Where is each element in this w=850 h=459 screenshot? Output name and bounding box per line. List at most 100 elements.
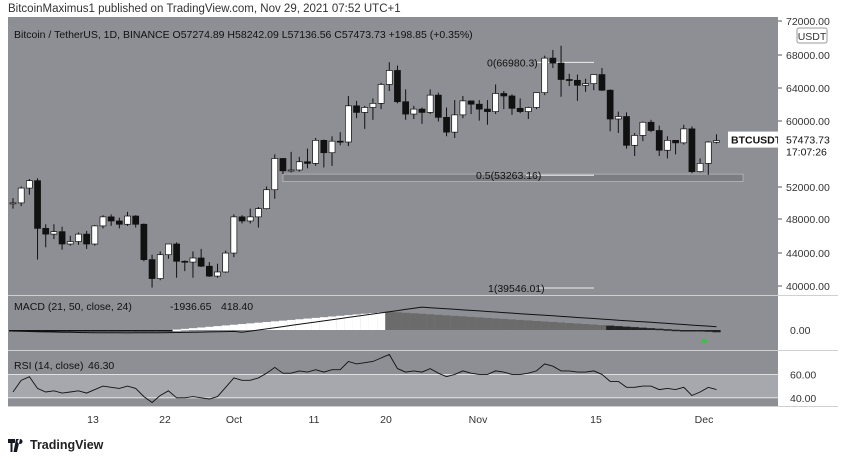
candle-down [197, 257, 205, 267]
publish-line: BitcoinMaximus1 published on TradingView… [8, 3, 401, 15]
candle-up [328, 140, 336, 154]
macd-histogram-bar [172, 329, 181, 332]
candle-down [132, 215, 140, 225]
fib-label: 0(66980.3) [487, 57, 538, 69]
last-price-symbol: BTCUSDT [731, 135, 782, 147]
candle-up [124, 215, 131, 225]
candle-up [295, 161, 303, 171]
candle-up [377, 84, 385, 104]
macd-histogram-bar [507, 319, 517, 330]
macd-histogram-bar [434, 314, 443, 330]
candle-down [205, 265, 213, 277]
candle-down [173, 243, 180, 262]
macd-histogram-bar [90, 330, 99, 332]
macd-histogram-bar [516, 319, 525, 330]
candle-up [9, 202, 17, 205]
candle-down [435, 94, 442, 118]
fib-label: 1(39546.01) [488, 283, 545, 295]
time-axis-label: 13 [87, 414, 99, 426]
candle-down [500, 93, 508, 97]
macd-histogram-bar [712, 330, 721, 333]
candle-up [582, 83, 589, 86]
macd-histogram-bar [581, 324, 590, 330]
macd-histogram-bar [696, 330, 705, 332]
candle-up [631, 135, 639, 146]
macd-histogram-bar [638, 327, 648, 330]
price-tick-label: 48000.00 [786, 214, 830, 226]
candle-up [263, 189, 270, 209]
macd-histogram-bar [687, 330, 697, 332]
tradingview-logo[interactable]: TradingView [8, 436, 103, 454]
price-tick-label: 44000.00 [786, 248, 830, 260]
candle-up [385, 70, 393, 85]
candle-up [680, 128, 688, 144]
candle-up [541, 57, 549, 94]
macd-histogram-bar [532, 320, 541, 330]
candle-up [222, 252, 230, 273]
candle-down [115, 220, 123, 225]
macd-histogram-bar [115, 330, 124, 332]
candle-down [107, 216, 115, 222]
candle-up [287, 169, 295, 172]
macd-histogram-bar [442, 315, 451, 330]
time-axis-label: Dec [695, 414, 714, 426]
candle-up [713, 140, 720, 143]
time-axis-label: 22 [159, 414, 171, 426]
rsi-axis-label: 40.00 [790, 393, 816, 405]
time-axis-label: Nov [469, 414, 488, 426]
candle-down [181, 260, 189, 263]
macd-histogram-bar [663, 329, 672, 331]
currency-badge-label: USDT [798, 31, 827, 43]
time-axis-label: Oct [226, 414, 242, 426]
candle-up [492, 93, 499, 112]
time-axis-label: 20 [380, 414, 392, 426]
candle-up [214, 271, 221, 277]
symbol-line-name: Bitcoin / TetherUS, 1D, BINANCE [14, 29, 170, 41]
macd-histogram-bar [704, 330, 713, 332]
symbol-line-o: 57274.89 [181, 29, 225, 41]
macd-axis-label: 0.00 [790, 325, 811, 337]
macd-histogram-bar [450, 315, 459, 330]
tradingview-logo-icon [8, 438, 23, 452]
candle-down [304, 161, 311, 164]
macd-histogram-bar [647, 328, 656, 330]
candle-down [336, 140, 344, 143]
macd-histogram-bar [139, 330, 149, 332]
macd-histogram-bar [491, 318, 500, 330]
candle-down [484, 108, 491, 112]
macd-histogram-bar [49, 330, 59, 332]
macd-histogram-bar [17, 330, 26, 332]
candle-up [50, 231, 58, 235]
macd-histogram-bar [41, 330, 50, 332]
candle-down [655, 130, 663, 151]
macd-title: MACD (21, 50, close, 24) [14, 301, 132, 313]
fib-label: 0.5(53263.16) [476, 170, 541, 182]
candle-up [312, 140, 320, 164]
candle-up [704, 141, 712, 164]
last-price-countdown: 17:07:26 [786, 147, 827, 159]
macd-histogram-bar [107, 330, 116, 332]
candle-up [17, 187, 25, 204]
macd-histogram-bar [221, 325, 230, 330]
macd-histogram-bar [311, 317, 320, 330]
macd-histogram-bar [319, 317, 329, 330]
candle-down [402, 101, 409, 115]
candle-down [148, 259, 156, 279]
macd-histogram-bar [197, 327, 206, 330]
candle-down [623, 116, 630, 146]
macd-value-2: 418.40 [221, 301, 253, 313]
candle-down [418, 108, 426, 113]
candle-up [189, 257, 197, 263]
candle-down [475, 103, 483, 110]
candle-down [565, 79, 573, 81]
last-price-symbol-box [728, 131, 778, 148]
macd-histogram-bar [655, 328, 664, 331]
macd-histogram-bar [622, 326, 631, 330]
currency-badge [796, 27, 828, 44]
macd-histogram-bar [213, 326, 222, 330]
candle-up [590, 74, 598, 84]
rsi-title: RSI (14, close) [14, 360, 83, 372]
candle-up [66, 241, 74, 245]
macd-histogram-bar [98, 330, 108, 332]
